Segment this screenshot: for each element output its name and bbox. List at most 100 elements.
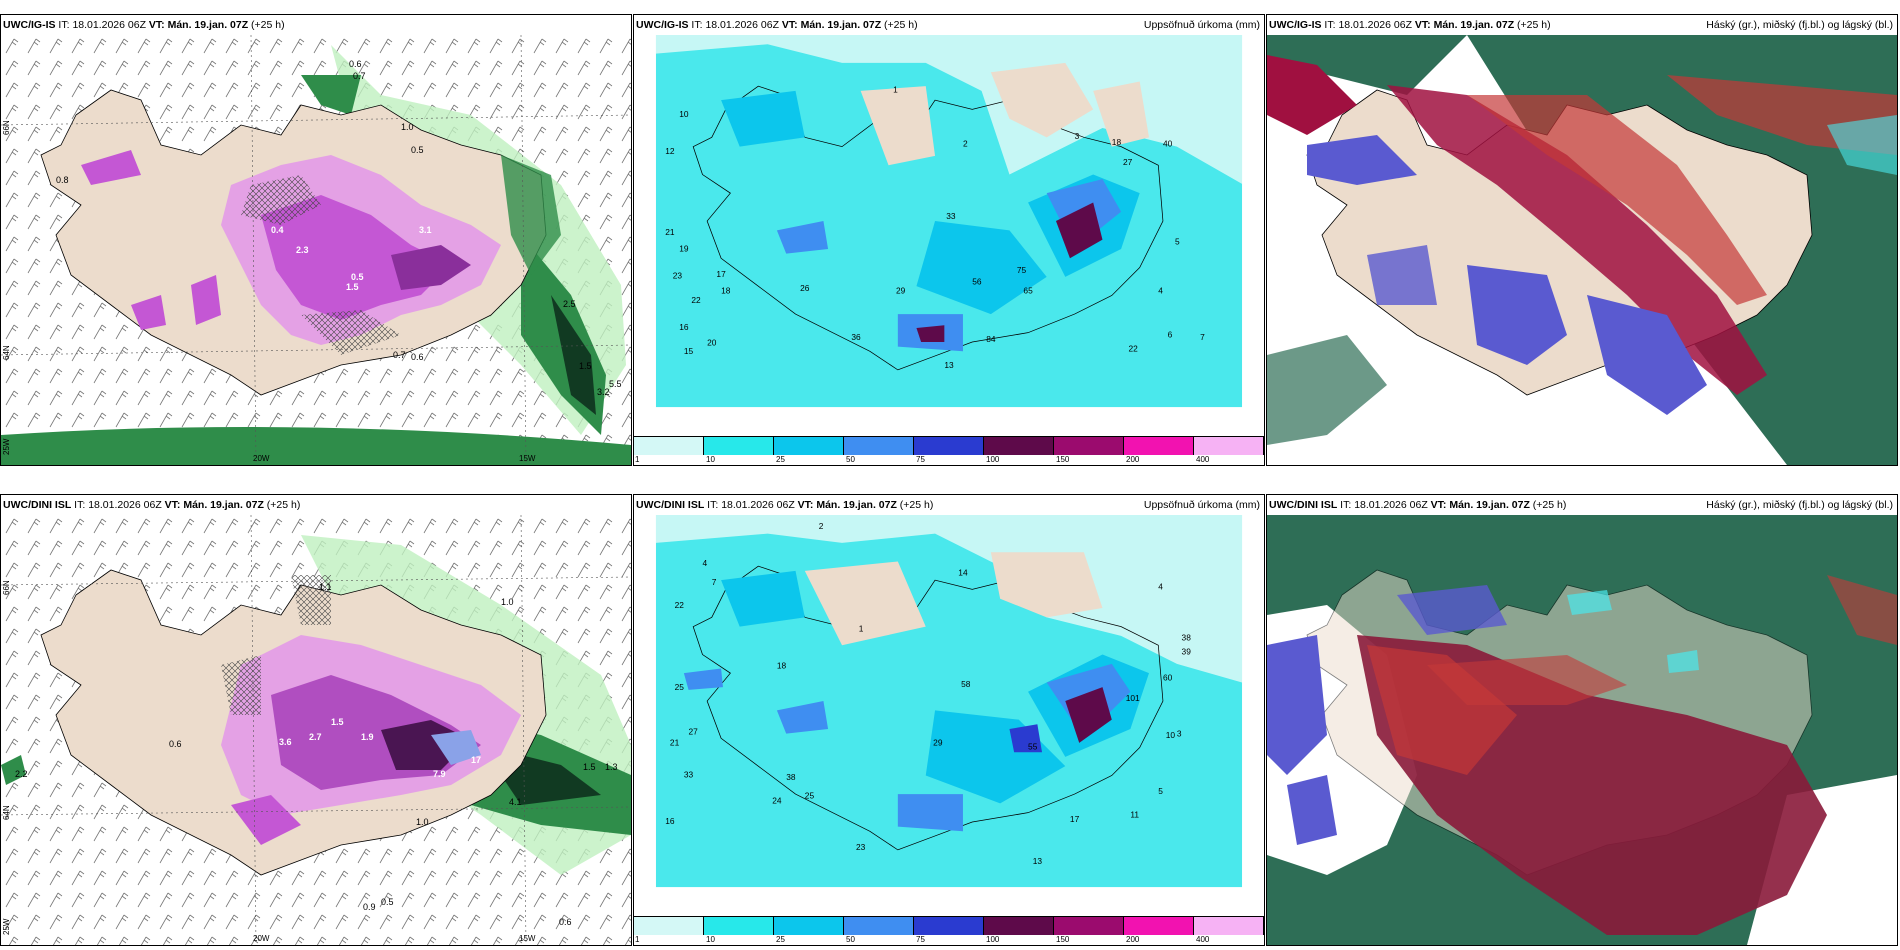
value-label: 13 xyxy=(944,360,954,370)
value-label: 84 xyxy=(986,334,996,344)
accum-precip-map[interactable]: 10 12 21 19 23 22 16 15 17 18 20 26 36 2… xyxy=(634,35,1264,435)
precip-color-scale xyxy=(634,436,1264,455)
value-label: 18 xyxy=(1112,137,1122,147)
value-label: 75 xyxy=(1017,265,1027,275)
scale-tick: 25 xyxy=(776,455,785,464)
wind-precip-map[interactable]: 1.1 1.0 0.6 2.2 3.6 2.7 1.5 1.9 7.9 17 4… xyxy=(1,515,631,945)
axis-label-lat: 66N xyxy=(2,120,11,135)
field-title: Háský (gr.), miðský (fj.bl.) og lágský (… xyxy=(1706,19,1893,31)
value-label: 1.5 xyxy=(579,361,592,371)
model-name: UWC/IG-IS xyxy=(3,19,56,31)
value-label: 19 xyxy=(679,244,689,254)
value-label: 1 xyxy=(893,85,898,95)
value-label: 3.6 xyxy=(279,737,292,747)
value-label: 15 xyxy=(684,346,694,356)
precip-value-labels: 2 4 7 14 22 25 27 21 33 38 18 16 24 25 2… xyxy=(665,521,1191,866)
axis-label-lon: 25W xyxy=(2,918,11,935)
value-label: 1.3 xyxy=(605,762,618,772)
value-label: 0.5 xyxy=(381,897,394,907)
value-label: 22 xyxy=(675,600,685,610)
accum-precip-map[interactable]: 2 4 7 14 22 25 27 21 33 38 18 16 24 25 2… xyxy=(634,515,1264,915)
panel-ig-accum-precip: UWC/IG-IS IT: 18.01.2026 06Z VT: Mán. 19… xyxy=(633,14,1265,466)
scale-tick: 200 xyxy=(1126,935,1140,944)
axis-label-lon: 15W xyxy=(519,934,536,943)
value-label: 2 xyxy=(963,139,968,149)
cloud-cover-map[interactable] xyxy=(1267,35,1897,465)
value-label: 5 xyxy=(1175,236,1180,246)
value-label: 23 xyxy=(673,271,683,281)
scale-tick: 25 xyxy=(776,935,785,944)
value-label: 33 xyxy=(684,769,694,779)
panel-header: UWC/IG-IS IT: 18.01.2026 06Z VT: Mán. 19… xyxy=(3,18,627,34)
panel-header: UWC/DINI ISL IT: 18.01.2026 06Z VT: Mán.… xyxy=(636,498,1260,514)
value-label: 10 xyxy=(1166,730,1176,740)
scale-tick: 150 xyxy=(1056,455,1070,464)
it-value: 18.01.2026 06Z xyxy=(705,19,779,31)
precip-value-labels: 1.1 1.0 0.6 2.2 3.6 2.7 1.5 1.9 7.9 17 4… xyxy=(15,582,618,927)
it-value: 18.01.2026 06Z xyxy=(88,499,162,511)
axis-label-lon: 15W xyxy=(519,454,536,463)
scale-swatch xyxy=(1194,917,1264,935)
it-label: IT: xyxy=(1324,19,1336,31)
it-value: 18.01.2026 06Z xyxy=(1354,499,1428,511)
value-label: 13 xyxy=(1033,856,1043,866)
value-label: 29 xyxy=(933,738,943,748)
value-label: 2.5 xyxy=(563,299,576,309)
value-label: 0.6 xyxy=(349,59,362,69)
scale-tick: 400 xyxy=(1196,935,1210,944)
scale-swatch xyxy=(1054,917,1124,935)
vt-value: Mán. 19.jan. 07Z xyxy=(167,19,249,31)
scale-tick: 50 xyxy=(846,455,855,464)
scale-tick: 10 xyxy=(706,455,715,464)
value-label: 27 xyxy=(689,727,699,737)
axis-label-lat: 66N xyxy=(2,580,11,595)
model-name: UWC/IG-IS xyxy=(1269,19,1322,31)
vt-value: Mán. 19.jan. 07Z xyxy=(183,499,264,511)
value-label: 4 xyxy=(1158,286,1163,296)
lead-time: (+25 h) xyxy=(1532,499,1567,511)
it-value: 18.01.2026 06Z xyxy=(72,19,146,31)
scale-swatch xyxy=(914,917,984,935)
model-name: UWC/IG-IS xyxy=(636,19,689,31)
vt-value: Mán. 19.jan. 07Z xyxy=(800,19,882,31)
it-label: IT: xyxy=(58,19,70,31)
value-label: 0.8 xyxy=(56,175,69,185)
precip-color-scale xyxy=(634,916,1264,935)
scale-swatch xyxy=(704,437,774,455)
it-value: 18.01.2026 06Z xyxy=(721,499,795,511)
value-label: 16 xyxy=(679,322,689,332)
value-label: 65 xyxy=(1023,286,1033,296)
vt-value: Mán. 19.jan. 07Z xyxy=(1433,19,1515,31)
field-title: Háský (gr.), miðský (fj.bl.) og lágský (… xyxy=(1706,499,1893,511)
value-label: 21 xyxy=(665,227,675,237)
value-label: 1 xyxy=(859,623,864,633)
vt-label: VT: xyxy=(164,499,181,511)
value-label: 20 xyxy=(707,338,717,348)
value-label: 14 xyxy=(958,567,968,577)
value-label: 26 xyxy=(800,283,810,293)
value-label: 0.9 xyxy=(363,902,376,912)
it-label: IT: xyxy=(707,499,719,511)
value-label: 2.2 xyxy=(15,769,28,779)
value-label: 18 xyxy=(721,286,731,296)
vt-value: Mán. 19.jan. 07Z xyxy=(1449,499,1530,511)
value-label: 2.7 xyxy=(309,732,322,742)
value-label: 1.5 xyxy=(583,762,596,772)
value-label: 5.5 xyxy=(609,379,622,389)
scale-swatch xyxy=(704,917,774,935)
vt-label: VT: xyxy=(797,499,814,511)
value-label: 1.0 xyxy=(401,122,414,132)
cloud-cover-map[interactable] xyxy=(1267,515,1897,945)
value-label: 24 xyxy=(772,795,782,805)
scale-swatch xyxy=(634,437,704,455)
scale-ticks: 1 10 25 50 75 100 150 200 400 xyxy=(634,455,1264,465)
precip-value-labels: 0.6 0.7 1.0 0.5 2.3 1.5 3.1 2.5 0.8 0.6 … xyxy=(56,59,622,397)
wind-precip-map[interactable]: 0.6 0.7 1.0 0.5 2.3 1.5 3.1 2.5 0.8 0.6 … xyxy=(1,35,631,465)
value-label: 0.5 xyxy=(351,272,364,282)
panel-dini-clouds: UWC/DINI ISL IT: 18.01.2026 06Z VT: Mán.… xyxy=(1266,494,1898,946)
it-label: IT: xyxy=(1340,499,1352,511)
it-label: IT: xyxy=(691,19,703,31)
value-label: 2.3 xyxy=(296,245,309,255)
value-label: 58 xyxy=(961,679,971,689)
lead-time: (+25 h) xyxy=(899,499,934,511)
